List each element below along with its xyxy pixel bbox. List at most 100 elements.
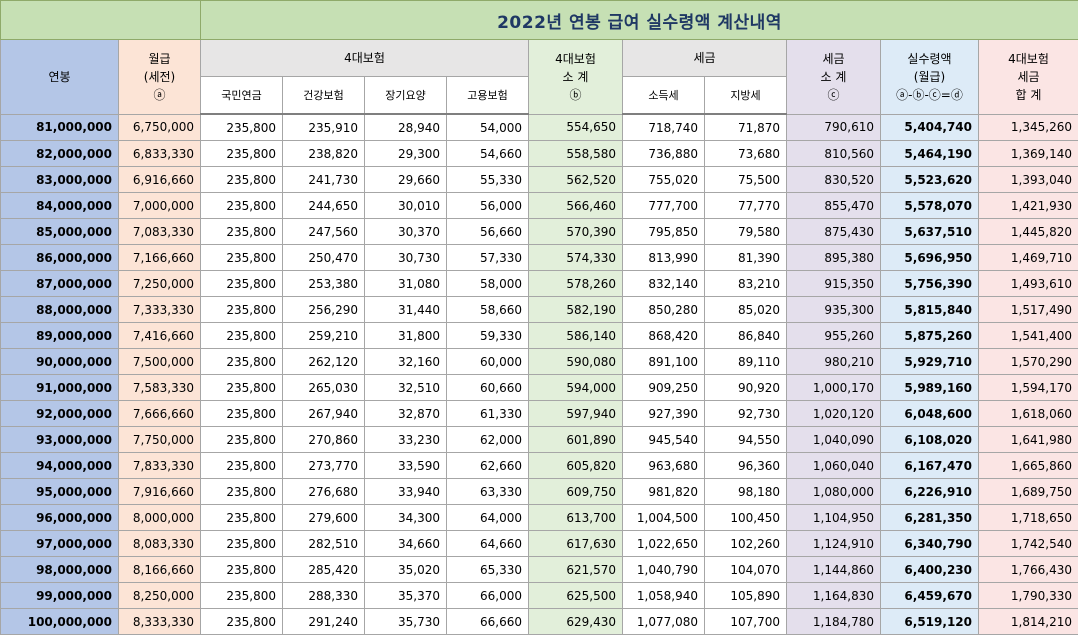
cell-annual[interactable]: 86,000,000 bbox=[0, 244, 119, 271]
cell-local-tax[interactable]: 105,890 bbox=[704, 582, 787, 609]
cell-net-pay[interactable]: 6,167,470 bbox=[880, 452, 979, 479]
header-employment[interactable]: 고용보험 bbox=[446, 76, 529, 115]
cell-annual[interactable]: 90,000,000 bbox=[0, 348, 119, 375]
cell-insurance-subtotal[interactable]: 613,700 bbox=[528, 504, 623, 531]
cell-local-tax[interactable]: 98,180 bbox=[704, 478, 787, 505]
cell-pension[interactable]: 235,800 bbox=[200, 348, 283, 375]
header-insurance-subtotal[interactable]: 4대보험 소 계 ⓑ bbox=[528, 39, 623, 115]
cell-net-pay[interactable]: 5,696,950 bbox=[880, 244, 979, 271]
cell-tax-subtotal[interactable]: 1,104,950 bbox=[786, 504, 881, 531]
header-net-pay[interactable]: 실수령액 (월급) ⓐ-ⓑ-ⓒ=ⓓ bbox=[880, 39, 979, 115]
cell-tax-subtotal[interactable]: 1,040,090 bbox=[786, 426, 881, 453]
cell-income-tax[interactable]: 868,420 bbox=[622, 322, 705, 349]
cell-health[interactable]: 282,510 bbox=[282, 530, 365, 557]
cell-insurance-subtotal[interactable]: 597,940 bbox=[528, 400, 623, 427]
cell-tax-subtotal[interactable]: 830,520 bbox=[786, 166, 881, 193]
cell-annual[interactable]: 96,000,000 bbox=[0, 504, 119, 531]
cell-monthly[interactable]: 7,750,000 bbox=[118, 426, 201, 453]
cell-health[interactable]: 256,290 bbox=[282, 296, 365, 323]
cell-longterm-care[interactable]: 31,080 bbox=[364, 270, 447, 297]
cell-pension[interactable]: 235,800 bbox=[200, 452, 283, 479]
cell-net-pay[interactable]: 6,340,790 bbox=[880, 530, 979, 557]
cell-annual[interactable]: 89,000,000 bbox=[0, 322, 119, 349]
cell-tax-subtotal[interactable]: 855,470 bbox=[786, 192, 881, 219]
cell-annual[interactable]: 91,000,000 bbox=[0, 374, 119, 401]
cell-health[interactable]: 291,240 bbox=[282, 608, 365, 635]
cell-total[interactable]: 1,517,490 bbox=[978, 296, 1078, 323]
cell-health[interactable]: 250,470 bbox=[282, 244, 365, 271]
cell-monthly[interactable]: 7,666,660 bbox=[118, 400, 201, 427]
cell-pension[interactable]: 235,800 bbox=[200, 556, 283, 583]
cell-annual[interactable]: 100,000,000 bbox=[0, 608, 119, 635]
cell-local-tax[interactable]: 85,020 bbox=[704, 296, 787, 323]
cell-longterm-care[interactable]: 31,440 bbox=[364, 296, 447, 323]
cell-tax-subtotal[interactable]: 1,164,830 bbox=[786, 582, 881, 609]
cell-pension[interactable]: 235,800 bbox=[200, 530, 283, 557]
cell-local-tax[interactable]: 79,580 bbox=[704, 218, 787, 245]
cell-health[interactable]: 279,600 bbox=[282, 504, 365, 531]
cell-health[interactable]: 273,770 bbox=[282, 452, 365, 479]
cell-employment[interactable]: 64,660 bbox=[446, 530, 529, 557]
cell-annual[interactable]: 97,000,000 bbox=[0, 530, 119, 557]
cell-employment[interactable]: 59,330 bbox=[446, 322, 529, 349]
cell-employment[interactable]: 66,000 bbox=[446, 582, 529, 609]
cell-employment[interactable]: 62,000 bbox=[446, 426, 529, 453]
cell-net-pay[interactable]: 5,989,160 bbox=[880, 374, 979, 401]
cell-income-tax[interactable]: 1,004,500 bbox=[622, 504, 705, 531]
cell-income-tax[interactable]: 891,100 bbox=[622, 348, 705, 375]
cell-tax-subtotal[interactable]: 1,060,040 bbox=[786, 452, 881, 479]
cell-net-pay[interactable]: 5,523,620 bbox=[880, 166, 979, 193]
cell-total[interactable]: 1,493,610 bbox=[978, 270, 1078, 297]
cell-tax-subtotal[interactable]: 1,144,860 bbox=[786, 556, 881, 583]
cell-tax-subtotal[interactable]: 895,380 bbox=[786, 244, 881, 271]
cell-monthly[interactable]: 7,250,000 bbox=[118, 270, 201, 297]
header-local-tax[interactable]: 지방세 bbox=[704, 76, 787, 115]
cell-insurance-subtotal[interactable]: 562,520 bbox=[528, 166, 623, 193]
cell-income-tax[interactable]: 718,740 bbox=[622, 113, 705, 141]
cell-annual[interactable]: 85,000,000 bbox=[0, 218, 119, 245]
cell-monthly[interactable]: 8,083,330 bbox=[118, 530, 201, 557]
cell-pension[interactable]: 235,800 bbox=[200, 296, 283, 323]
cell-tax-subtotal[interactable]: 955,260 bbox=[786, 322, 881, 349]
cell-net-pay[interactable]: 5,756,390 bbox=[880, 270, 979, 297]
cell-annual[interactable]: 99,000,000 bbox=[0, 582, 119, 609]
cell-local-tax[interactable]: 83,210 bbox=[704, 270, 787, 297]
cell-income-tax[interactable]: 736,880 bbox=[622, 140, 705, 167]
cell-net-pay[interactable]: 6,281,350 bbox=[880, 504, 979, 531]
cell-monthly[interactable]: 6,916,660 bbox=[118, 166, 201, 193]
header-pension[interactable]: 국민연금 bbox=[200, 76, 283, 115]
cell-employment[interactable]: 60,660 bbox=[446, 374, 529, 401]
cell-employment[interactable]: 57,330 bbox=[446, 244, 529, 271]
cell-health[interactable]: 265,030 bbox=[282, 374, 365, 401]
cell-health[interactable]: 253,380 bbox=[282, 270, 365, 297]
cell-local-tax[interactable]: 77,770 bbox=[704, 192, 787, 219]
cell-total[interactable]: 1,594,170 bbox=[978, 374, 1078, 401]
cell-tax-subtotal[interactable]: 1,124,910 bbox=[786, 530, 881, 557]
cell-employment[interactable]: 56,660 bbox=[446, 218, 529, 245]
cell-insurance-subtotal[interactable]: 617,630 bbox=[528, 530, 623, 557]
cell-monthly[interactable]: 7,000,000 bbox=[118, 192, 201, 219]
cell-total[interactable]: 1,790,330 bbox=[978, 582, 1078, 609]
cell-local-tax[interactable]: 73,680 bbox=[704, 140, 787, 167]
cell-insurance-subtotal[interactable]: 601,890 bbox=[528, 426, 623, 453]
header-tax-group[interactable]: 세금 bbox=[622, 39, 787, 77]
cell-pension[interactable]: 235,800 bbox=[200, 113, 283, 141]
cell-annual[interactable]: 93,000,000 bbox=[0, 426, 119, 453]
cell-pension[interactable]: 235,800 bbox=[200, 322, 283, 349]
cell-employment[interactable]: 54,000 bbox=[446, 113, 529, 141]
cell-monthly[interactable]: 8,166,660 bbox=[118, 556, 201, 583]
cell-total[interactable]: 1,618,060 bbox=[978, 400, 1078, 427]
cell-income-tax[interactable]: 1,022,650 bbox=[622, 530, 705, 557]
cell-monthly[interactable]: 8,333,330 bbox=[118, 608, 201, 635]
cell-local-tax[interactable]: 96,360 bbox=[704, 452, 787, 479]
header-insurance-group[interactable]: 4대보험 bbox=[200, 39, 529, 77]
cell-longterm-care[interactable]: 30,010 bbox=[364, 192, 447, 219]
cell-net-pay[interactable]: 6,226,910 bbox=[880, 478, 979, 505]
cell-income-tax[interactable]: 981,820 bbox=[622, 478, 705, 505]
cell-total[interactable]: 1,766,430 bbox=[978, 556, 1078, 583]
cell-local-tax[interactable]: 100,450 bbox=[704, 504, 787, 531]
cell-health[interactable]: 259,210 bbox=[282, 322, 365, 349]
cell-employment[interactable]: 56,000 bbox=[446, 192, 529, 219]
cell-tax-subtotal[interactable]: 1,184,780 bbox=[786, 608, 881, 635]
cell-longterm-care[interactable]: 29,660 bbox=[364, 166, 447, 193]
